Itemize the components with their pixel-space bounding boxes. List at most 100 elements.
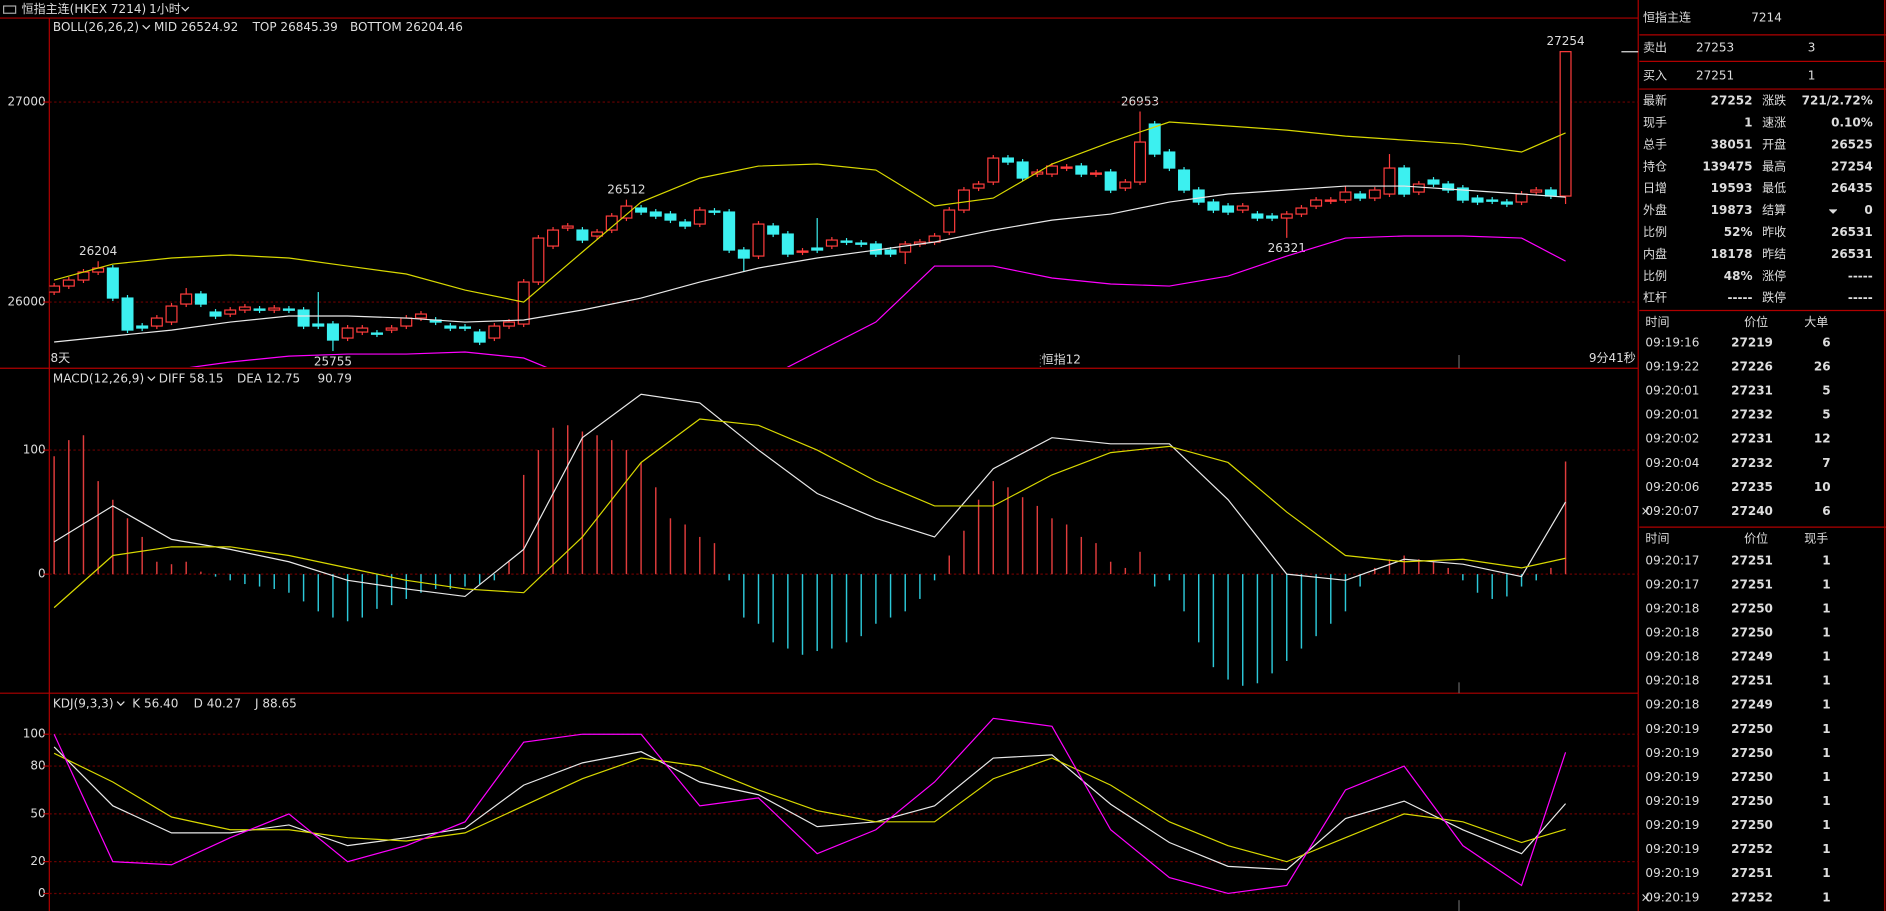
candle-body [62,279,75,287]
candle-body [488,325,501,339]
candle-body [811,247,824,251]
candle-body [781,233,794,255]
field-label: 日增 [1643,181,1667,195]
candle-body [957,189,970,211]
range-label: 8天 [51,351,71,365]
candle-body [1427,179,1440,185]
table-header: 时间 [1645,315,1669,329]
candle-body [576,229,589,241]
trade-size: 1 [1822,577,1830,591]
dropdown-caret [1829,208,1838,214]
indicator-line [53,393,1567,598]
candle-body [1471,197,1484,203]
candle-body [679,221,692,227]
trade-price: 27235 [1731,480,1773,494]
candle-body [635,207,648,213]
trade-time: 09:20:18 [1645,698,1699,712]
candle-body [282,308,295,311]
candle-body [238,306,251,311]
trade-price: 27232 [1731,408,1773,422]
period-selector[interactable]: 1小时 [149,2,181,16]
candle-body [737,249,750,259]
trade-time: 09:20:17 [1645,553,1699,567]
trade-price: 27232 [1731,456,1773,470]
trade-price: 27231 [1731,432,1773,446]
trade-time: 09:20:19 [1645,866,1699,880]
candle-body [458,326,472,329]
trade-price: 27231 [1731,384,1773,398]
field-label: 速涨 [1762,114,1786,129]
candle-body [1530,189,1543,193]
trade-price: 27250 [1731,818,1773,832]
table-header: 价位 [1744,531,1768,546]
trade-time: 09:20:06 [1645,480,1699,494]
table-header: 大单 [1804,315,1828,329]
field-label: 总手 [1643,137,1667,151]
field-value: 26525 [1831,137,1873,151]
field-label: 外盘 [1643,202,1667,217]
contract-label: 恒指12 [1042,351,1081,366]
trade-size: 10 [1814,480,1831,494]
field-value: ----- [1848,269,1873,283]
candle-body [972,183,985,189]
trade-size: 7 [1822,456,1830,470]
trade-size: 1 [1822,842,1830,856]
candle-body [884,249,897,255]
legend-entry: 90.79 [318,372,352,386]
candle-body [1398,167,1411,195]
candle-body [312,323,325,327]
trade-size: 1 [1822,650,1830,664]
candle-body [1456,187,1469,201]
candle-body [224,309,237,315]
indicator-label: BOLL(26,26,2) [53,20,139,34]
field-label: 最高 [1762,158,1786,173]
candle-body [400,317,413,327]
extreme-label: 25755 [314,354,352,368]
trade-price: 27226 [1731,360,1773,374]
candle-body [1310,199,1323,207]
dropdown-caret [142,24,151,30]
extreme-label: 26953 [1121,94,1159,108]
y-tick-label: 0 [38,567,46,581]
trade-time: 09:20:04 [1645,456,1699,470]
field-label: 持仓 [1643,158,1667,173]
y-tick-label: 80 [30,759,45,773]
candle-body [987,157,1000,183]
field-value: 27252 [1711,94,1753,108]
indicator-line [54,185,1566,343]
trade-size: 5 [1822,384,1830,398]
plot-area [49,51,1572,368]
field-label: 开盘 [1762,136,1786,151]
legend-entry: TOP 26845.39 [252,20,338,34]
legend-entry: BOTTOM 26204.46 [350,20,463,34]
trade-price: 27250 [1731,626,1773,640]
book-label: 卖出 [1643,41,1667,55]
y-tick-label: 0 [38,886,46,900]
trade-time: 09:20:19 [1645,818,1699,832]
candle-body [547,229,560,247]
book-label: 买入 [1643,68,1667,82]
candle-body [297,309,310,327]
candle-body [503,321,516,327]
candle-body [1178,169,1191,191]
candle-body [1559,51,1572,197]
indicator-line [53,121,1566,303]
field-label: 比例 [1643,269,1667,283]
trade-price: 27251 [1731,553,1773,567]
book-price: 27253 [1696,41,1734,55]
field-label: 比例 [1643,225,1667,239]
candle-body [326,323,339,341]
candle-body [591,231,604,237]
candle-body [561,225,574,229]
field-value: 1 [1744,115,1752,129]
candle-body [664,213,677,221]
quote-name: 恒指主连 [1643,10,1691,25]
candle-body [1236,205,1249,211]
trade-size: 12 [1814,432,1831,446]
candle-body [1207,201,1220,211]
trade-price: 27250 [1731,770,1773,784]
candle-body [121,297,134,331]
candle-body [444,325,457,329]
